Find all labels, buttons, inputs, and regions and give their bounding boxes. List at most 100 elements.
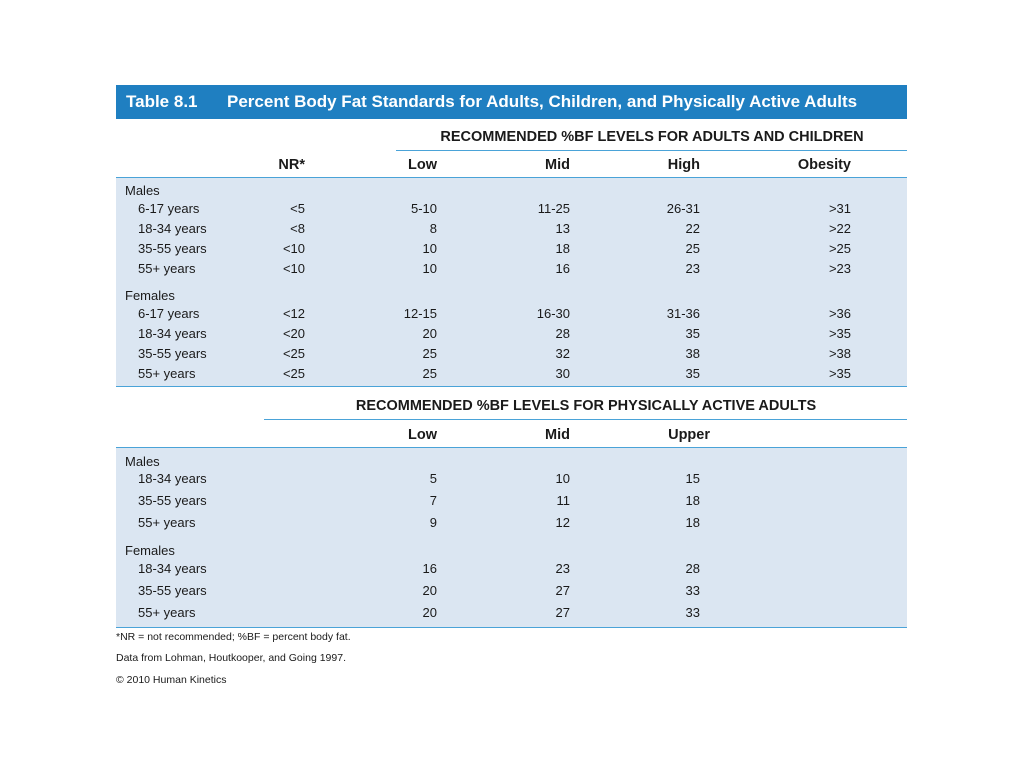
cell-low: 5-10 <box>410 201 437 216</box>
cell-obesity: >35 <box>828 366 851 381</box>
cell-mid: 18 <box>555 241 570 256</box>
cell-mid: 11 <box>556 493 571 508</box>
table-number: Table 8.1 <box>126 92 198 111</box>
col-header-mid: Mid <box>545 427 570 443</box>
cell-low: 10 <box>422 241 437 256</box>
col-header-low: Low <box>408 157 437 173</box>
row-age: 18-34 years <box>138 561 207 576</box>
cell-mid: 23 <box>555 561 570 576</box>
cell-mid: 16 <box>555 261 570 276</box>
row-age: 55+ years <box>138 366 196 381</box>
cell-obesity: >35 <box>828 326 851 341</box>
section1-heading: RECOMMENDED %BF LEVELS FOR ADULTS AND CH… <box>440 129 864 145</box>
section1-header-rule <box>116 177 907 178</box>
footnote-nr: *NR = not recommended; %BF = percent bod… <box>116 631 351 643</box>
row-age: 35-55 years <box>138 583 207 598</box>
col-header-mid: Mid <box>545 157 570 173</box>
cell-mid: 27 <box>555 583 570 598</box>
col-header-obesity: Obesity <box>797 157 851 173</box>
section2-bottom-rule <box>116 627 907 628</box>
row-age: 35-55 years <box>138 346 207 361</box>
row-age: 35-55 years <box>138 241 207 256</box>
cell-low: 8 <box>429 221 437 236</box>
row-age: 18-34 years <box>138 471 207 486</box>
col-header-nr: NR* <box>278 157 305 173</box>
cell-high: 38 <box>685 346 700 361</box>
row-age: 55+ years <box>138 515 196 530</box>
cell-nr: <12 <box>282 306 305 321</box>
cell-obesity: >31 <box>828 201 851 216</box>
cell-nr: <25 <box>282 346 305 361</box>
cell-low: 20 <box>422 583 437 598</box>
group-label-males: Males <box>125 454 160 469</box>
group-label-females: Females <box>125 543 175 558</box>
cell-mid: 27 <box>555 605 570 620</box>
section2-header-rule <box>116 447 907 448</box>
cell-mid: 10 <box>555 471 570 486</box>
copyright: © 2010 Human Kinetics <box>116 674 227 686</box>
cell-mid: 30 <box>555 366 570 381</box>
footnote-source: Data from Lohman, Houtkooper, and Going … <box>116 652 346 664</box>
section2-body <box>116 448 907 627</box>
cell-nr: <10 <box>282 261 305 276</box>
cell-high: 23 <box>685 261 700 276</box>
cell-low: 16 <box>422 561 437 576</box>
section1-heading-rule <box>396 150 907 151</box>
cell-upper: 28 <box>685 561 700 576</box>
cell-high: 31-36 <box>666 306 700 321</box>
section1-body <box>116 178 907 386</box>
col-header-high: High <box>667 157 700 173</box>
cell-obesity: >23 <box>828 261 851 276</box>
cell-nr: <25 <box>282 366 305 381</box>
cell-nr: <10 <box>282 241 305 256</box>
cell-low: 12-15 <box>403 306 437 321</box>
cell-nr: <8 <box>290 221 305 236</box>
cell-obesity: >38 <box>828 346 851 361</box>
cell-low: 7 <box>429 493 437 508</box>
col-header-upper: Upper <box>668 427 710 443</box>
col-header-low: Low <box>408 427 437 443</box>
cell-high: 25 <box>685 241 700 256</box>
cell-low: 5 <box>429 471 437 486</box>
row-age: 18-34 years <box>138 326 207 341</box>
row-age: 35-55 years <box>138 493 207 508</box>
cell-mid: 16-30 <box>536 306 570 321</box>
cell-nr: <5 <box>290 201 305 216</box>
row-age: 6-17 years <box>138 201 200 216</box>
cell-obesity: >36 <box>828 306 851 321</box>
section1-bottom-rule <box>116 386 907 387</box>
cell-upper: 18 <box>685 493 700 508</box>
cell-nr: <20 <box>282 326 305 341</box>
cell-upper: 18 <box>685 515 700 530</box>
cell-upper: 33 <box>685 583 700 598</box>
section2-heading-rule <box>264 419 907 420</box>
cell-low: 20 <box>422 605 437 620</box>
row-age: 6-17 years <box>138 306 200 321</box>
section2-heading: RECOMMENDED %BF LEVELS FOR PHYSICALLY AC… <box>355 398 817 414</box>
cell-mid: 12 <box>555 515 570 530</box>
cell-mid: 11-25 <box>537 201 570 216</box>
cell-mid: 32 <box>555 346 570 361</box>
group-label-males: Males <box>125 183 160 198</box>
cell-high: 26-31 <box>666 201 700 216</box>
row-age: 18-34 years <box>138 221 207 236</box>
cell-low: 9 <box>429 515 437 530</box>
cell-mid: 28 <box>555 326 570 341</box>
cell-obesity: >25 <box>828 241 851 256</box>
table-title-bar: Table 8.1 Percent Body Fat Standards for… <box>116 85 907 119</box>
cell-upper: 33 <box>685 605 700 620</box>
cell-low: 10 <box>422 261 437 276</box>
cell-high: 35 <box>685 366 700 381</box>
cell-low: 25 <box>422 346 437 361</box>
cell-high: 22 <box>685 221 700 236</box>
cell-obesity: >22 <box>828 221 851 236</box>
row-age: 55+ years <box>138 605 196 620</box>
cell-mid: 13 <box>555 221 570 236</box>
cell-low: 25 <box>422 366 437 381</box>
row-age: 55+ years <box>138 261 196 276</box>
cell-low: 20 <box>422 326 437 341</box>
table-title: Percent Body Fat Standards for Adults, C… <box>227 92 858 111</box>
cell-upper: 15 <box>685 471 700 486</box>
cell-high: 35 <box>685 326 700 341</box>
